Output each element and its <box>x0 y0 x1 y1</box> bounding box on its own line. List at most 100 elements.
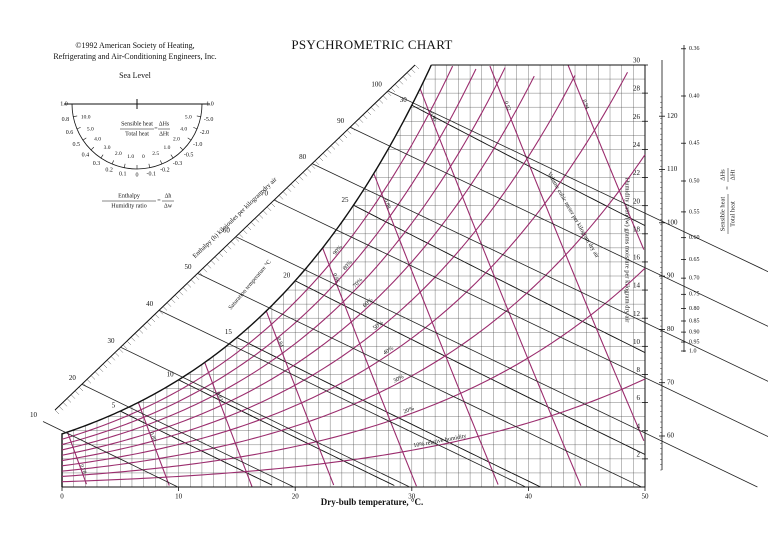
protractor-label: 0.1 <box>119 171 127 177</box>
protractor-label: 5.0 <box>87 126 94 132</box>
enthalpy-line <box>158 309 526 488</box>
saturation-label: 25 <box>342 196 350 204</box>
shr-label: 0.36 <box>689 46 700 52</box>
wet-bulb-line <box>294 280 645 455</box>
enthalpy-right-label: 80 <box>667 325 675 333</box>
protractor-text: = <box>154 126 158 132</box>
scale-hatch <box>210 260 216 265</box>
protractor-text: ΔHt <box>159 131 169 137</box>
scale-hatch <box>362 114 368 119</box>
scale-hatch <box>310 164 316 169</box>
scale-hatch <box>314 160 320 165</box>
y-tick-label: 14 <box>633 282 641 290</box>
enthalpy-label: 90 <box>337 117 345 125</box>
protractor-label: -5.0 <box>204 117 214 123</box>
volume-label: 0.94 <box>581 99 590 110</box>
scale-hatch <box>410 68 416 73</box>
protractor-tick <box>73 115 78 117</box>
scale-hatch <box>298 176 304 181</box>
scale-hatch <box>370 107 376 112</box>
scale-hatch <box>330 145 336 150</box>
volume-label: 0.90 <box>428 111 437 122</box>
protractor-tick <box>160 160 163 165</box>
enthalpy-label: 70 <box>261 190 269 198</box>
enthalpy-right-label: 90 <box>667 272 675 280</box>
scale-hatch <box>90 375 96 380</box>
protractor-tick <box>148 163 150 168</box>
enthalpy-label: 30 <box>108 337 116 345</box>
enthalpy-label: 60 <box>223 226 231 234</box>
enthalpy-line <box>81 383 294 488</box>
volume-line <box>567 65 645 250</box>
subtitle: Sea Level <box>119 71 152 80</box>
scale-hatch <box>254 218 260 223</box>
scale-hatch <box>318 156 324 162</box>
scale-hatch <box>274 199 280 204</box>
protractor-tick <box>124 163 126 168</box>
enthalpy-line <box>235 236 758 488</box>
scale-hatch <box>122 344 128 349</box>
saturation-label: 15 <box>225 328 233 336</box>
shr-label: 0.85 <box>689 318 700 324</box>
protractor-label: 1.0 <box>60 101 68 107</box>
protractor-label: 1.0 <box>206 101 214 107</box>
y-tick-label: 26 <box>633 113 641 121</box>
protractor-text: Total heat <box>125 131 149 137</box>
rh-curve <box>61 65 454 440</box>
scale-hatch <box>158 310 164 315</box>
y-tick-label: 20 <box>633 197 641 205</box>
y-tick-label: 2 <box>637 450 641 458</box>
scale-hatch <box>414 64 420 70</box>
protractor-tick <box>90 146 95 151</box>
volume-line <box>411 66 582 486</box>
scale-hatch <box>82 383 88 388</box>
protractor-label: -0.5 <box>184 152 194 158</box>
scale-hatch <box>118 348 124 353</box>
saturation-axis-label: Saturation temperature °C <box>227 259 273 312</box>
shr-text: ΔHt <box>729 169 736 180</box>
protractor-label: -2.0 <box>200 130 210 136</box>
protractor-label: 10.0 <box>81 114 91 120</box>
shr-text: Total heat <box>729 201 736 227</box>
y-tick-label: 22 <box>633 169 641 177</box>
volume-label: 0.80 <box>148 431 157 442</box>
scale-hatch <box>250 222 256 227</box>
protractor-label: 0.6 <box>66 130 74 136</box>
protractor-tick <box>179 146 184 151</box>
scale-hatch <box>86 379 92 384</box>
scale-hatch <box>98 367 104 372</box>
rh-label: 30% <box>393 374 406 384</box>
protractor-label: 4.0 <box>94 137 101 143</box>
enthalpy-label: 100 <box>371 81 382 89</box>
protractor-label: 0 <box>136 173 139 179</box>
scale-hatch <box>62 402 68 407</box>
volume-axis-label: Volume cubic meter per kilogram dry air <box>546 171 600 259</box>
scale-hatch <box>230 241 236 246</box>
x-tick-label: 20 <box>292 493 300 501</box>
copyright-line: ©1992 American Society of Heating, <box>75 41 194 50</box>
rh-curve <box>61 267 646 477</box>
scale-hatch <box>194 275 200 280</box>
shr-label: 0.65 <box>689 257 700 263</box>
saturation-label: 10 <box>167 370 175 378</box>
y-tick-label: 24 <box>633 141 641 149</box>
shr-text: ΔHs <box>719 169 726 181</box>
scale-hatch <box>306 168 312 173</box>
protractor-label: 0.3 <box>93 161 101 167</box>
wet-bulb-line <box>353 204 645 353</box>
volume-label: 0.84 <box>275 337 284 348</box>
protractor-label: 0 <box>142 154 145 160</box>
protractor-label: 4.0 <box>180 126 187 132</box>
protractor-label: 3.0 <box>104 145 111 151</box>
y-tick-label: 18 <box>633 225 641 233</box>
scale-hatch <box>398 80 404 85</box>
protractor <box>64 99 210 202</box>
protractor-label: -1.0 <box>193 142 203 148</box>
scale-hatch <box>390 87 396 93</box>
wet-bulb-line <box>236 337 541 487</box>
protractor-label: 2.0 <box>173 137 180 143</box>
scale-hatch <box>186 283 192 288</box>
y-tick-label: 12 <box>633 310 641 318</box>
protractor-text: Humidity ratio <box>111 203 147 209</box>
protractor-label: 0.4 <box>82 152 90 158</box>
